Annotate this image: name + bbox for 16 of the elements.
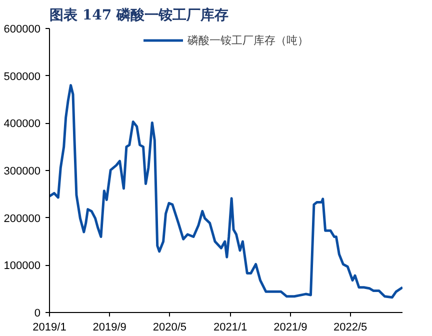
x-tick-label: 2019/1 — [32, 322, 66, 334]
legend-label: 磷酸一铵工厂库存（吨） — [188, 32, 308, 48]
x-tick-label: 2021/1 — [214, 322, 248, 334]
chart-title: 图表 147 磷酸一铵工厂库存 — [50, 6, 228, 24]
x-tick-label: 2022/5 — [333, 322, 368, 334]
y-tick-label: 300000 — [4, 166, 41, 178]
y-tick-label: 100000 — [4, 260, 41, 272]
y-tick-label: 200000 — [4, 212, 41, 225]
y-tick-label: 500000 — [4, 70, 41, 83]
y-tick-label: 600000 — [4, 24, 41, 36]
y-tick-label: 0 — [34, 308, 41, 320]
y-tick-label: 400000 — [4, 118, 41, 130]
x-tick-label: 2021/9 — [274, 322, 308, 334]
x-tick-label: 2020/5 — [152, 322, 187, 334]
line-series — [50, 84, 402, 299]
x-tick-label: 2019/9 — [92, 322, 126, 334]
